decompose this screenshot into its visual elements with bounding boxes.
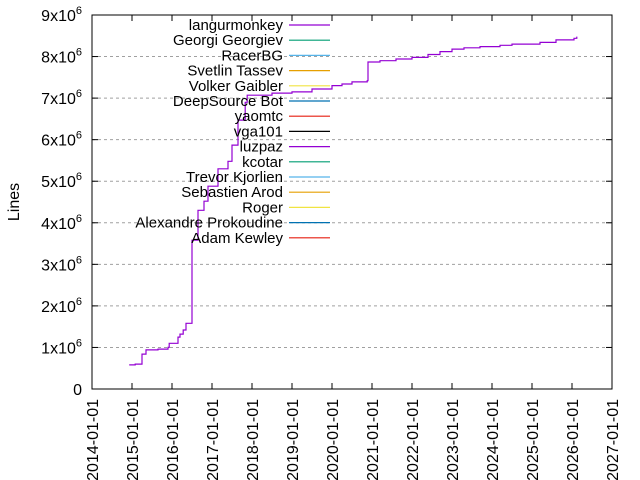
legend-label: Svetlin Tassev: [187, 63, 283, 80]
legend-label: DeepSource Bot: [173, 93, 284, 110]
y-tick-label: 8x106: [41, 47, 82, 67]
series-lines: [129, 36, 578, 366]
x-tick-label: 2019-01-01: [285, 399, 302, 480]
y-axis-title: Lines: [6, 183, 23, 221]
x-tick-label: 2014-01-01: [85, 399, 102, 480]
x-tick-label: 2022-01-01: [405, 399, 422, 480]
y-tick-label: 9x106: [41, 5, 82, 25]
y-tick-label: 0: [73, 382, 82, 399]
legend-label: Trevor Kjorlien: [186, 169, 283, 186]
x-axis-ticks: 2014-01-01 2015-01-01 2016-01-01 2017-01-01…: [85, 15, 622, 480]
x-tick-label: 2020-01-01: [325, 399, 342, 480]
y-tick-label: 6x106: [41, 130, 82, 150]
x-tick-label: 2015-01-01: [125, 399, 142, 480]
y-gridlines: [92, 56, 612, 348]
legend-label: kcotar: [242, 154, 283, 171]
series-line-langurmonkey: [129, 36, 578, 366]
plot-frame: [91, 14, 613, 390]
x-tick-label: 2023-01-01: [445, 399, 462, 480]
legend-label: Roger: [242, 199, 283, 216]
legend-label: Alexandre Prokoudine: [135, 215, 283, 232]
legend-label: Volker Gaibler: [189, 78, 283, 95]
x-tick-label: 2027-01-01: [605, 399, 622, 480]
y-tick-label: 4x106: [41, 213, 82, 233]
legend-label: luzpaz: [240, 139, 283, 156]
x-tick-label: 2025-01-01: [525, 399, 542, 480]
y-tick-label: 1x106: [41, 337, 82, 357]
legend-label: Adam Kewley: [191, 230, 283, 247]
legend-label: RacerBG: [221, 47, 283, 64]
y-tick-label: 2x106: [41, 296, 82, 316]
x-tick-label: 2021-01-01: [365, 399, 382, 480]
x-tick-label: 2024-01-01: [485, 399, 502, 480]
x-tick-label: 2017-01-01: [205, 399, 222, 480]
y-axis-ticks: 0 1x106 2x106 3x106 4x106 5x106 6x106 7x106 8x10…: [41, 5, 612, 399]
x-tick-label: 2026-01-01: [565, 399, 582, 480]
x-tick-label: 2016-01-01: [165, 399, 182, 480]
legend-label: vga101: [234, 123, 283, 140]
x-tick-label: 2018-01-01: [245, 399, 262, 480]
legend-label: langurmonkey: [189, 17, 284, 34]
legend-label: Georgi Georgiev: [173, 32, 284, 49]
y-tick-label: 5x106: [41, 171, 82, 191]
y-tick-label: 3x106: [41, 254, 82, 274]
legend-label: Sebastien Arod: [181, 184, 283, 201]
y-tick-label: 7x106: [41, 88, 82, 108]
legend-label: yaomtc: [235, 108, 284, 125]
